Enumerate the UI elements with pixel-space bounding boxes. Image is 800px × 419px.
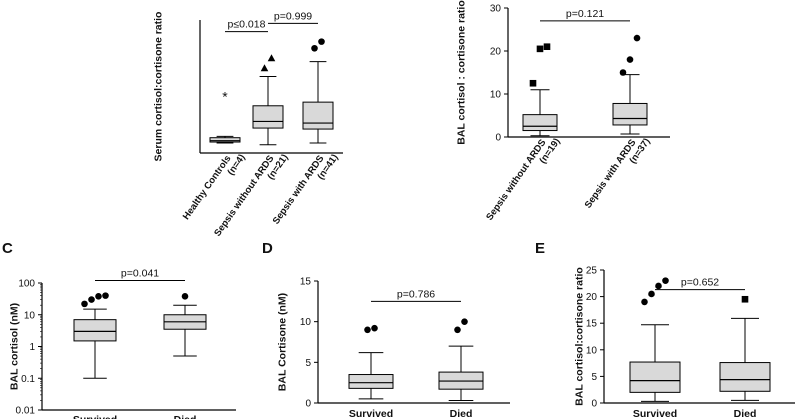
outlier-point <box>655 282 662 290</box>
y-tick-label: 30 <box>490 4 502 15</box>
outlier-point <box>81 300 88 308</box>
outlier-point <box>741 295 749 303</box>
y-axis-title: BAL Cortisone (nM) <box>276 293 288 391</box>
y-axis-title: BAL cortisol : cortisone ratio <box>455 0 467 145</box>
y-axis-title: BAL cortisol (nM) <box>8 303 20 390</box>
outlier-point <box>318 38 325 45</box>
panel-B: 0 10 20 30 BAL cortisol : cortisone ratio Sep… <box>455 0 670 229</box>
y-tick-label: 15 <box>586 319 598 330</box>
iqr-box <box>629 361 681 393</box>
y-tick-label: 5 <box>591 372 597 383</box>
outlier-point <box>260 64 269 72</box>
x-category-label: Died <box>174 414 197 419</box>
outlier-point <box>364 326 371 334</box>
outlier-point <box>454 326 461 334</box>
panel-letter-E: E <box>535 240 545 257</box>
panel-D: D 0 5 10 15 BAL Cortisone (nM) Survived Died p=0… <box>262 240 510 419</box>
y-tick-label: 20 <box>490 47 502 58</box>
y-tick-label: 10 <box>24 310 36 321</box>
outlier-point: * <box>222 88 228 104</box>
y-tick-label: 0.1 <box>21 374 35 385</box>
outlier-point <box>536 45 544 53</box>
y-tick-label: 1 <box>29 342 35 353</box>
box-3 <box>302 38 334 144</box>
y-axis-title: Serum cortisol:cortisone ratio <box>152 12 164 162</box>
outlier-point <box>641 298 648 306</box>
iqr-box <box>73 319 117 342</box>
outlier-point <box>461 318 468 325</box>
iqr-box <box>719 362 771 392</box>
y-tick-label: 15 <box>300 277 312 288</box>
outlier-point <box>311 44 318 52</box>
x-category-label: Healthy Controls(n=4) <box>181 146 248 228</box>
y-tick-label: 0 <box>305 399 311 410</box>
x-category-label: Sepsis with ARDS(n=37) <box>583 130 653 217</box>
panel-letter-C: C <box>2 240 13 257</box>
x-category-label: Survived <box>73 414 117 419</box>
y-tick-label: 100 <box>18 279 35 290</box>
iqr-box <box>302 101 334 130</box>
y-tick-label: 20 <box>586 292 598 303</box>
box-1 <box>73 292 117 379</box>
box-2 <box>438 318 484 402</box>
box-1 <box>348 324 394 400</box>
box-2 <box>719 295 771 401</box>
p-value-label: p=0.652 <box>681 277 719 289</box>
outlier-point <box>529 79 537 87</box>
panel-letter-D: D <box>262 240 273 257</box>
x-category-label: Died <box>734 408 757 419</box>
iqr-box <box>612 102 648 126</box>
outlier-point <box>88 296 95 303</box>
outlier-point <box>626 56 634 63</box>
x-category-label: Sepsis without ARDS(n=19) <box>484 130 562 229</box>
y-tick-label: 0.01 <box>16 406 36 417</box>
p-value-label: p=0.999 <box>274 10 312 22</box>
box-2 <box>612 34 648 135</box>
y-tick-label: 5 <box>305 358 311 369</box>
outlier-point <box>648 290 655 298</box>
box-2 <box>163 293 207 357</box>
y-tick-label: 10 <box>586 345 598 356</box>
box-1 <box>522 43 558 137</box>
iqr-box <box>209 137 241 143</box>
outlier-point <box>662 277 669 284</box>
p-value-label: p≤0.018 <box>228 19 266 31</box>
box-1: * <box>209 88 241 144</box>
p-value-label: p=0.786 <box>397 288 435 300</box>
outlier-point <box>102 292 109 299</box>
outlier-point <box>181 293 189 300</box>
panel-C: C 0.01 0.1 1 10 100 BAL cortisol (nM) Survived D… <box>2 240 236 419</box>
y-tick-label: 10 <box>300 317 312 328</box>
box-1 <box>629 277 681 402</box>
iqr-box <box>522 114 558 132</box>
y-axis-title: BAL cortisol:cortisone ratio <box>573 267 585 406</box>
y-tick-label: 0 <box>591 399 597 410</box>
p-value-label: p=0.041 <box>121 267 159 279</box>
outlier-point <box>633 34 641 42</box>
y-tick-label: 10 <box>490 90 502 101</box>
outlier-point <box>95 293 102 300</box>
x-category-label: Died <box>450 408 473 419</box>
x-category-label: Survived <box>633 408 677 419</box>
iqr-box <box>252 105 284 129</box>
y-tick-label: 0 <box>495 133 501 144</box>
outlier-point <box>267 54 276 62</box>
outlier-point <box>371 324 378 332</box>
y-tick-label: 25 <box>586 266 598 277</box>
x-category-label: Survived <box>349 408 393 419</box>
outlier-point <box>619 69 627 76</box>
panel-A: Serum cortisol:cortisone ratio * Healthy C… <box>152 10 343 239</box>
p-value-label: p=0.121 <box>566 8 604 20</box>
outlier-point <box>543 43 551 50</box>
box-2 <box>252 54 284 146</box>
iqr-box <box>348 374 394 389</box>
